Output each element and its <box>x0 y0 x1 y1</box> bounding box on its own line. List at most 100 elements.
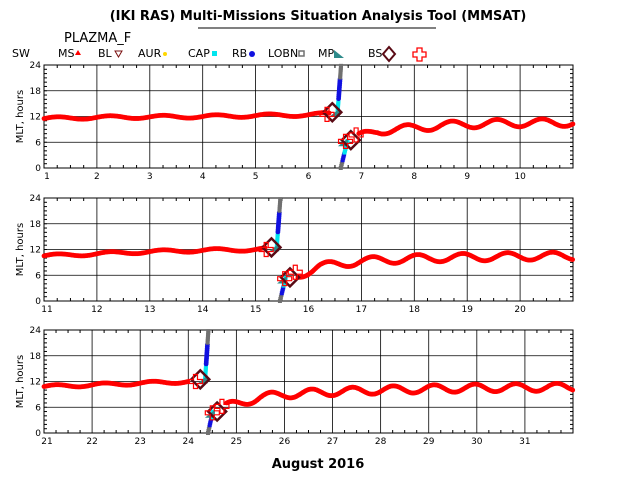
x-tick-label: 18 <box>409 305 421 315</box>
x-tick-label: 14 <box>197 305 209 315</box>
ms-point <box>570 121 576 127</box>
x-tick-label: 21 <box>41 437 52 447</box>
x-tick-label: 22 <box>86 437 97 447</box>
bs-marker <box>321 101 344 123</box>
y-axis-label: MLT, hours <box>15 223 26 276</box>
y-tick-label: 24 <box>30 194 42 204</box>
cross-marker <box>319 106 335 122</box>
x-tick-label: 12 <box>91 305 102 315</box>
y-tick-label: 12 <box>30 246 41 256</box>
legend-label: LOBN <box>268 47 298 60</box>
x-tick-label: 10 <box>514 172 526 182</box>
legend-item <box>412 47 427 62</box>
x-tick-label: 30 <box>471 437 483 447</box>
x-tick-label: 8 <box>411 172 417 182</box>
legend-item: CAP <box>188 47 217 60</box>
x-tick-label: 9 <box>464 172 470 182</box>
bs-marker <box>189 368 212 391</box>
x-tick-label: 31 <box>519 437 530 447</box>
y-tick-label: 18 <box>30 220 42 230</box>
chart-panel: 11 12 13 14 15 16 17 18 19 20 0 6 12 18 24 MLT, hours <box>15 194 575 315</box>
bs-marker <box>340 129 362 151</box>
legend-label: SW <box>12 47 30 60</box>
bs-marker <box>279 266 301 289</box>
x-tick-label: 19 <box>461 305 473 315</box>
mp-marker <box>329 108 340 117</box>
chart-panel: 21 22 23 24 25 26 27 28 29 30 31 0 6 12 18 24 MLT, hours <box>15 326 576 447</box>
legend-symbol <box>75 50 81 55</box>
legend-item: BS <box>368 45 397 63</box>
cross-marker <box>287 264 303 280</box>
legend-symbol <box>249 51 255 57</box>
region-legend: SW MS BL AUR CAP RB LOBN MP BS <box>12 45 427 63</box>
solar-wind-series <box>41 110 332 122</box>
y-tick-label: 24 <box>30 326 42 336</box>
ms-point <box>570 387 576 393</box>
mp-marker <box>269 243 280 252</box>
plot-frame <box>43 197 574 302</box>
lobn-point <box>206 329 211 334</box>
legend-symbol <box>381 45 397 63</box>
legend-label: CAP <box>188 47 210 60</box>
y-axis-label: MLT, hours <box>15 90 26 143</box>
legend-item: RB <box>232 47 255 60</box>
cross-marker <box>337 133 354 149</box>
x-tick-label: 17 <box>356 305 367 315</box>
legend-label: MP <box>318 47 334 60</box>
y-tick-label: 18 <box>30 87 42 97</box>
legend-label: BL <box>98 47 113 60</box>
y-tick-label: 0 <box>35 164 41 174</box>
x-tick-label: 6 <box>306 172 312 182</box>
cross-marker <box>204 405 220 421</box>
lobn-point <box>278 197 283 202</box>
cross-marker <box>187 373 204 390</box>
y-tick-label: 0 <box>35 429 41 439</box>
x-tick-label: 15 <box>250 305 261 315</box>
x-tick-label: 13 <box>144 305 155 315</box>
y-axis-label: MLT, hours <box>15 355 26 408</box>
x-tick-label: 5 <box>253 172 259 182</box>
legend-item: MP <box>318 47 344 60</box>
cross-marker <box>348 127 364 143</box>
figure-title: (IKI RAS) Multi-Missions Situation Analy… <box>110 9 527 24</box>
x-tick-label: 4 <box>200 172 206 182</box>
y-tick-label: 6 <box>35 271 41 281</box>
solar-wind-series <box>41 378 191 390</box>
x-tick-label: 3 <box>147 172 153 182</box>
legend-item: BL <box>98 47 123 60</box>
legend-symbol <box>163 52 167 56</box>
legend-item: LOBN <box>268 47 305 60</box>
x-tick-label: 11 <box>41 305 52 315</box>
plot-frame <box>43 329 574 434</box>
y-tick-label: 6 <box>35 403 41 413</box>
legend-label: AUR <box>138 47 162 60</box>
legend-label: RB <box>232 47 247 60</box>
x-axis-label: August 2016 <box>272 457 365 472</box>
legend-label: BS <box>368 47 382 60</box>
legend-label: MS <box>58 47 74 60</box>
ms-point <box>570 257 575 262</box>
x-tick-label: 2 <box>94 172 100 182</box>
x-tick-label: 25 <box>231 437 242 447</box>
legend-symbol <box>114 50 123 58</box>
legend-symbol <box>334 50 344 58</box>
y-tick-label: 12 <box>30 378 41 388</box>
cross-marker <box>258 241 274 258</box>
y-tick-label: 24 <box>30 61 42 71</box>
magnetosheath-series <box>224 381 576 407</box>
x-tick-label: 23 <box>134 437 145 447</box>
x-tick-label: 29 <box>423 437 435 447</box>
y-tick-label: 18 <box>30 352 42 362</box>
legend-symbol <box>298 50 305 57</box>
magnetosheath-series <box>356 116 576 137</box>
x-tick-label: 1 <box>44 172 50 182</box>
solar-wind-series <box>41 245 268 259</box>
legend-symbol <box>412 47 427 62</box>
x-tick-label: 24 <box>183 437 195 447</box>
y-tick-label: 12 <box>30 113 41 123</box>
x-tick-label: 20 <box>514 305 526 315</box>
bs-marker <box>260 236 283 259</box>
